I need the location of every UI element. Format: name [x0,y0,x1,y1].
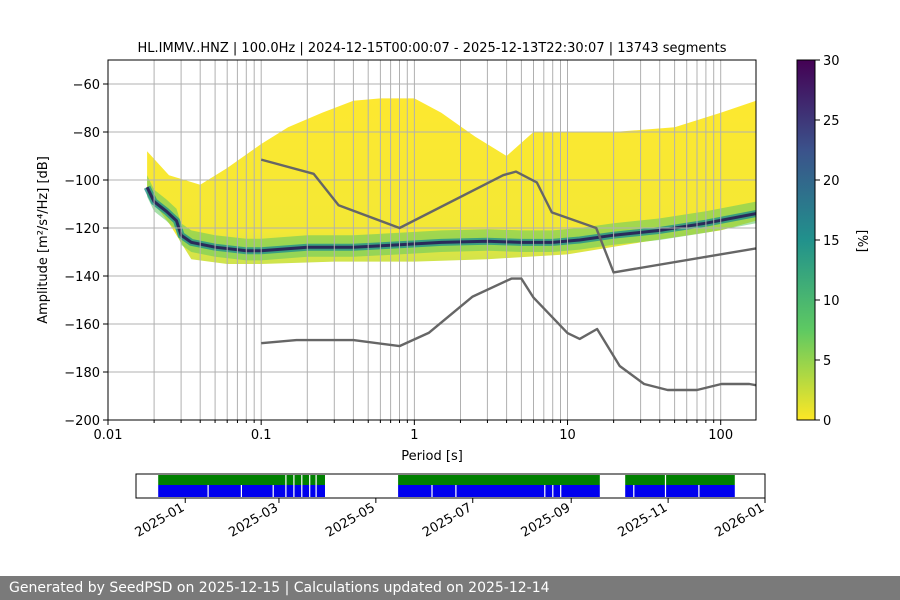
y-tick-label: −140 [64,270,100,285]
plot-frame [107,59,757,421]
chart-title: HL.IMMV..HNZ | 100.0Hz | 2024-12-15T00:0… [137,41,726,56]
colorbar [796,59,816,421]
timeline-tick-label: 2025-09 [519,500,574,540]
availability-gap [664,475,667,485]
availability-gap [698,485,700,497]
availability-gap [240,485,242,497]
y-tick-label: −80 [73,126,100,141]
availability-gap [431,485,433,497]
availability-gap [293,485,295,497]
availability-gap [633,485,635,497]
availability-gap [552,485,554,497]
availability-span [158,475,325,485]
availability-gap [285,475,287,485]
timeline-tick-label: 2025-07 [420,500,475,540]
colorbar-tick-label: 0 [823,414,831,429]
colorbar-label: [%] [854,230,869,253]
availability-span [398,485,600,497]
availability-gap [207,485,209,497]
timeline-ticks: 2025-01 2025-03 2025-05 2025-07 2025-09 2025-… [133,498,767,541]
availability-gap [285,485,287,497]
y-tick-label: −180 [64,366,100,381]
footer-status: Generated by SeedPSD on 2025-12-15 | Cal… [0,576,900,600]
availability-gap [315,475,317,485]
availability-gap [309,485,311,497]
data-availability-timeline [158,475,735,497]
timeline-tick-label: 2025-01 [133,500,188,540]
availability-gap [301,475,303,485]
availability-gap [664,485,667,497]
availability-gap [315,485,317,497]
x-tick-label: 100 [708,428,733,443]
low-noise-model-line [261,277,756,392]
y-axis-ticks: −60 −80 −100 −120 −140 −160 −180 −200 [64,78,108,429]
availability-span [398,475,600,485]
timeline-frame [135,473,766,499]
x-tick-label: 1 [410,428,418,443]
x-tick-label: 10 [559,428,576,443]
availability-gap [607,475,609,485]
timeline-tick-label: 2025-11 [616,500,671,540]
availability-gap [607,485,609,497]
y-tick-label: −60 [73,78,100,93]
availability-span [625,475,735,485]
timeline-tick-label: 2025-03 [226,500,281,540]
availability-gap [293,475,295,485]
availability-gap [455,485,457,497]
y-tick-label: −100 [64,174,100,189]
availability-gap [301,485,303,497]
psd-heatmap [143,98,756,264]
y-tick-label: −120 [64,222,100,237]
x-tick-label: 0.1 [251,428,272,443]
noise-model-curves [260,158,756,392]
colorbar-tick-label: 25 [823,114,840,129]
psd-probability-band [147,98,756,264]
high-noise-model-line [260,158,756,274]
colorbar-ticks: 0 5 10 15 20 25 30 [815,54,840,429]
timeline-tick-label: 2026-01 [712,500,767,540]
colorbar-tick-label: 30 [823,54,840,69]
colorbar-tick-label: 5 [823,354,831,369]
availability-span [625,485,735,497]
y-tick-label: −200 [64,414,100,429]
y-axis-label: Amplitude [m²/s⁴/Hz] [dB] [36,156,51,324]
psd-chart: HL.IMMV..HNZ | 100.0Hz | 2024-12-15T00:0… [36,41,869,541]
availability-gap [544,485,546,497]
colorbar-tick-label: 10 [823,294,840,309]
x-axis-ticks: 0.01 0.1 1 10 100 [94,420,733,443]
x-tick-label: 0.01 [94,428,123,443]
y-tick-label: −160 [64,318,100,333]
x-axis-label: Period [s] [401,449,463,464]
availability-gap [560,485,562,497]
colorbar-tick-label: 15 [823,234,840,249]
timeline-tick-label: 2025-05 [323,500,378,540]
availability-gap [309,475,311,485]
grid-lines [108,60,756,420]
colorbar-tick-label: 20 [823,174,840,189]
availability-gap [272,485,274,497]
